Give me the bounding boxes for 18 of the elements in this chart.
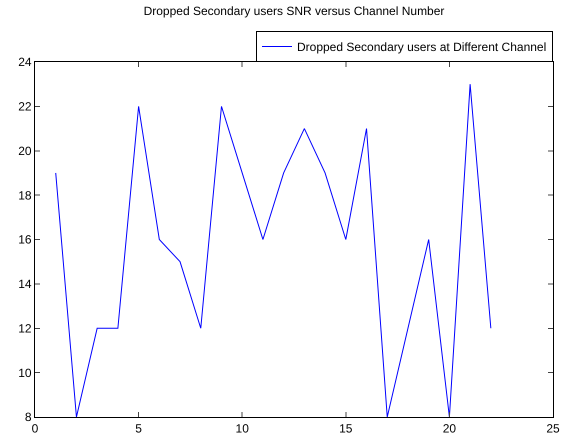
- chart-title: Dropped Secondary users SNR versus Channel Number: [144, 4, 444, 18]
- y-tick-label: 8: [24, 410, 32, 424]
- x-tick-label: 10: [236, 421, 250, 436]
- x-tick-label: 25: [546, 421, 560, 436]
- y-tick-label: 16: [18, 232, 32, 247]
- y-tick-label: 24: [18, 55, 32, 70]
- y-tick-label: 20: [18, 144, 32, 158]
- line-series: [55, 84, 492, 417]
- legend-label: Dropped Secondary users at Different Channel: [297, 40, 546, 54]
- x-tick-label: 20: [442, 421, 456, 436]
- y-tick-label: 18: [18, 188, 32, 202]
- y-tick-label: 14: [18, 277, 32, 292]
- x-tick-label: 15: [339, 421, 353, 436]
- y-tick-label: 12: [18, 321, 32, 336]
- x-tick-label: 0: [32, 421, 39, 436]
- y-tick-label: 10: [18, 366, 32, 380]
- y-tick-label: 22: [18, 100, 32, 114]
- x-tick-label: 5: [135, 421, 142, 436]
